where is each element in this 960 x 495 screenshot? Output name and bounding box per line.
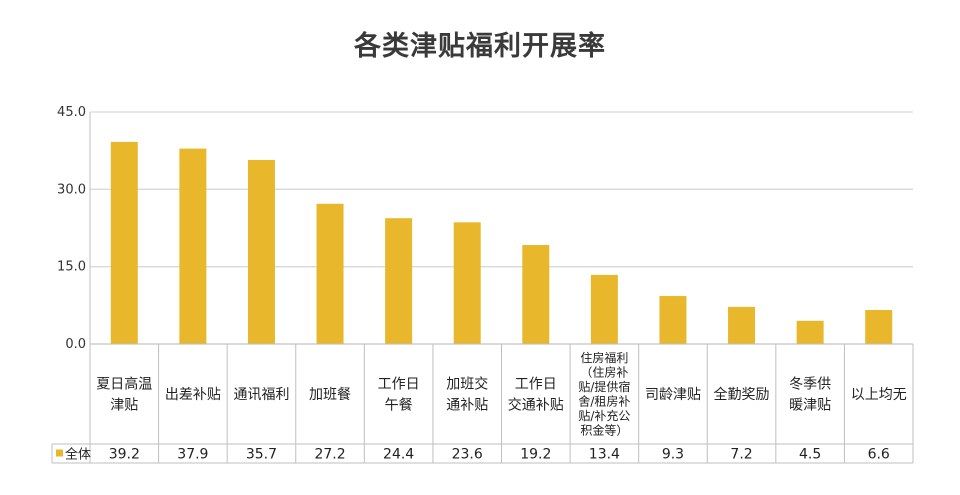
y-tick-label: 15.0 [57,260,86,275]
bar [110,141,138,344]
legend-label: 全体 [65,447,91,463]
x-category-label: 司龄津贴 [645,387,701,403]
x-category-label: 加班餐 [309,387,351,403]
data-value-label: 4.5 [799,447,821,463]
bar [796,320,824,344]
data-value-label: 13.4 [589,447,620,463]
data-value-label: 19.2 [520,447,551,463]
bar [590,274,618,344]
bar [659,296,687,344]
data-value-label: 24.4 [383,447,414,463]
x-category-label: 夏日高温津贴 [96,376,152,414]
y-tick-label: 0.0 [65,337,86,352]
y-tick-label: 45.0 [57,105,86,120]
bar [385,218,413,344]
x-category-label: 住房福利（住房补贴/提供宿舍/租房补贴/补充公积金等） [578,350,630,438]
legend-swatch [56,449,63,457]
bar [865,309,893,344]
y-tick-label: 30.0 [57,182,86,197]
data-value-label: 35.7 [246,447,277,463]
data-value-label: 37.9 [177,447,208,463]
bar [247,159,275,344]
x-category-label: 加班交通补贴 [446,376,488,414]
bar [522,245,550,344]
bar [179,148,207,344]
data-value-label: 27.2 [314,447,345,463]
data-value-label: 23.6 [452,447,483,463]
data-value-label: 9.3 [662,447,684,463]
x-category-label: 冬季供暖津贴 [789,377,831,414]
x-category-label: 工作日午餐 [378,377,420,414]
data-value-label: 7.2 [730,447,752,463]
data-value-label: 6.6 [868,447,890,463]
data-value-label: 39.2 [109,447,140,463]
bar [316,203,344,344]
bar [728,306,756,344]
bar [453,222,481,344]
x-category-label: 出差补贴 [165,387,221,403]
chart-title: 各类津贴福利开展率 [354,31,606,62]
x-category-label: 以上均无 [851,387,907,403]
x-category-label: 通讯福利 [233,387,289,403]
x-category-label: 全勤奖励 [714,386,770,403]
x-category-label: 工作日交通补贴 [508,377,564,414]
